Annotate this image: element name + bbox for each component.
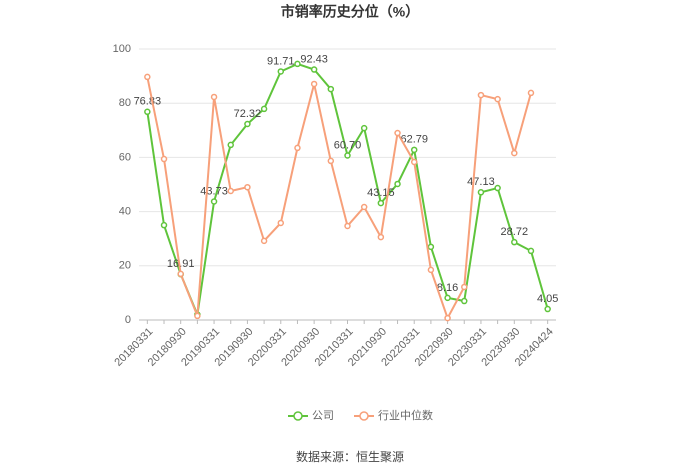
point xyxy=(160,221,168,229)
point xyxy=(394,129,401,137)
point xyxy=(394,180,401,188)
point xyxy=(544,305,551,313)
point xyxy=(461,297,468,305)
point xyxy=(527,247,535,255)
point xyxy=(177,270,184,278)
point xyxy=(410,158,418,166)
y-tick-label: 80 xyxy=(119,97,131,109)
data-label: 62.79 xyxy=(400,134,428,146)
point xyxy=(294,144,301,152)
point xyxy=(244,120,251,128)
data-label: 47.13 xyxy=(467,176,495,188)
point xyxy=(277,68,285,75)
y-tick-label: 60 xyxy=(119,151,131,163)
point xyxy=(327,85,335,93)
point xyxy=(210,198,218,205)
point xyxy=(511,149,518,157)
legend-marker xyxy=(359,411,369,421)
point xyxy=(377,199,385,207)
point xyxy=(144,73,151,81)
point xyxy=(477,189,485,196)
point xyxy=(511,238,518,246)
y-tick-label: 100 xyxy=(113,43,131,55)
point xyxy=(244,183,251,191)
point xyxy=(327,157,335,165)
legend-label: 行业中位数 xyxy=(378,408,433,422)
point xyxy=(461,283,468,291)
data-label: 4.05 xyxy=(537,293,558,305)
point xyxy=(310,66,318,73)
point xyxy=(144,108,151,116)
point xyxy=(427,266,435,274)
point xyxy=(494,184,501,192)
point xyxy=(260,237,268,245)
point xyxy=(360,203,368,211)
point xyxy=(344,152,351,159)
data-label: 43.73 xyxy=(200,185,228,197)
point xyxy=(477,91,485,99)
legend-marker xyxy=(293,411,303,421)
point xyxy=(227,187,234,195)
data-label: 43.15 xyxy=(367,187,395,199)
point xyxy=(227,141,234,149)
point xyxy=(294,60,301,68)
chart-title: 市销率历史分位（%） xyxy=(281,4,419,20)
point xyxy=(427,243,435,251)
series-line xyxy=(146,76,532,321)
point xyxy=(444,294,451,302)
source: 数据来源：恒生聚源 xyxy=(296,449,404,464)
point xyxy=(160,155,168,163)
point xyxy=(277,219,285,227)
data-label: 16.91 xyxy=(167,258,195,270)
point xyxy=(494,95,501,103)
point xyxy=(360,124,368,132)
point xyxy=(194,312,201,320)
point xyxy=(260,105,268,113)
data-label: 92.43 xyxy=(300,53,328,65)
data-label: 76.83 xyxy=(134,96,162,108)
point xyxy=(410,146,418,154)
data-label: 72.32 xyxy=(234,108,262,120)
point xyxy=(210,93,218,101)
point xyxy=(444,314,451,322)
legend-label: 公司 xyxy=(312,410,334,422)
y-tick-label: 0 xyxy=(125,314,131,326)
data-label: 8.16 xyxy=(437,282,458,294)
point xyxy=(344,222,351,230)
data-label: 60.70 xyxy=(334,139,362,151)
data-label: 28.72 xyxy=(501,226,529,238)
point xyxy=(527,89,535,97)
data-label: 91.71 xyxy=(267,55,295,67)
point xyxy=(377,233,385,241)
point xyxy=(310,80,318,88)
y-tick-label: 20 xyxy=(119,260,131,272)
y-tick-label: 40 xyxy=(119,206,131,218)
